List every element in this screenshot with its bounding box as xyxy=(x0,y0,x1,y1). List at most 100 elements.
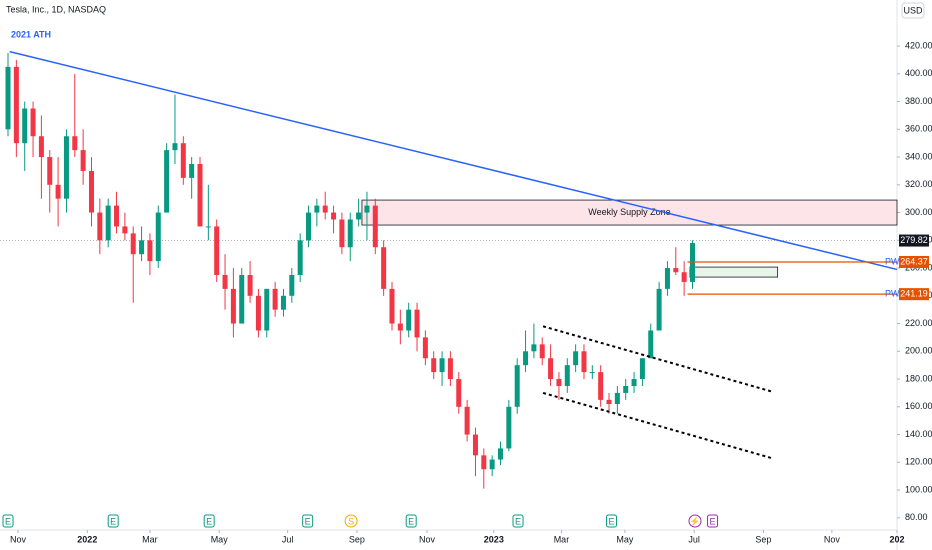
x-tick-label: Nov xyxy=(419,534,436,544)
y-tick-label: 300.00 xyxy=(905,207,932,217)
y-tick-label: 80.00 xyxy=(905,512,928,522)
candle-body xyxy=(523,351,529,366)
candle-body xyxy=(247,274,253,296)
candle-body xyxy=(264,288,270,331)
event-icon xyxy=(707,514,719,528)
candle-body xyxy=(589,372,595,374)
event-label: S xyxy=(348,516,354,526)
candle-body xyxy=(431,358,437,373)
zone xyxy=(689,266,779,278)
candle-body xyxy=(22,108,28,144)
candle-body xyxy=(631,379,637,386)
candle-body xyxy=(272,288,278,310)
event-label: E xyxy=(305,516,311,526)
candle-body xyxy=(322,205,328,213)
candle-body xyxy=(539,344,545,359)
candle-body xyxy=(472,434,478,456)
candle-body xyxy=(97,212,103,241)
currency-box[interactable] xyxy=(901,2,925,19)
candle-body xyxy=(598,372,604,400)
candle-body xyxy=(331,212,337,220)
candle-body xyxy=(464,406,470,435)
candle-body xyxy=(372,205,378,248)
candle-body xyxy=(506,406,512,449)
y-tick-label: 340.00 xyxy=(905,151,932,161)
candle-body xyxy=(573,351,579,366)
candle-body xyxy=(347,219,353,248)
x-tick-label: May xyxy=(616,534,634,544)
candle-body xyxy=(30,108,36,137)
candle-body xyxy=(422,337,428,359)
candle-body xyxy=(297,240,303,275)
x-tick-label: 202 xyxy=(889,534,904,544)
event-icon xyxy=(302,514,314,528)
x-tick-label: 2022 xyxy=(77,534,97,544)
candle-body xyxy=(414,309,420,338)
candle-body xyxy=(439,358,445,373)
x-tick-label: May xyxy=(211,534,229,544)
candle-body xyxy=(47,157,53,185)
candle-body xyxy=(447,358,453,380)
event-icon xyxy=(512,514,524,528)
y-tick-label: 160.00 xyxy=(905,401,932,411)
candle-body xyxy=(205,226,211,228)
candle-body xyxy=(155,212,161,262)
annotation: 2021 ATH xyxy=(11,29,51,39)
y-tick-label: 200.00 xyxy=(905,346,932,356)
candle-body xyxy=(381,247,387,289)
candle-body xyxy=(656,288,662,331)
level-name: PWH xyxy=(885,256,906,266)
channel-line xyxy=(542,325,773,393)
y-tick-label: 360.00 xyxy=(905,124,932,134)
y-tick-label: 420.00 xyxy=(905,40,932,50)
level-price-box xyxy=(899,255,929,268)
x-tick-label: Jul xyxy=(282,534,294,544)
candle-body xyxy=(564,365,570,386)
zone-label: Weekly Supply Zone xyxy=(588,207,670,217)
event-icon xyxy=(344,514,358,528)
candle-body xyxy=(356,212,362,220)
candle-body xyxy=(255,295,261,331)
event-label: E xyxy=(408,516,414,526)
y-tick-label: 120.00 xyxy=(905,457,932,467)
channel-line xyxy=(542,391,773,460)
candle-body xyxy=(406,309,412,331)
level-price-box xyxy=(899,288,929,301)
candle-body xyxy=(63,136,69,199)
candle-body xyxy=(80,150,86,171)
candle-body xyxy=(581,351,587,373)
event-label: E xyxy=(515,516,521,526)
candle-body xyxy=(481,455,487,470)
candle-body xyxy=(230,288,236,324)
candle-body xyxy=(147,240,153,262)
y-tick-label: 320.00 xyxy=(905,179,932,189)
event-icon xyxy=(107,514,119,528)
x-tick-label: Sep xyxy=(349,534,365,544)
candle-body xyxy=(105,205,111,241)
candle-body xyxy=(5,66,11,130)
candle-body xyxy=(681,272,687,282)
candle-body xyxy=(639,358,645,380)
candle-body xyxy=(114,205,120,227)
candle-body xyxy=(130,233,136,255)
candle-body xyxy=(172,143,178,151)
candle-body xyxy=(289,274,295,296)
candle-body xyxy=(664,268,670,289)
event-icon xyxy=(2,514,14,528)
candle-body xyxy=(314,205,320,213)
candle-body xyxy=(222,274,228,289)
candle-body xyxy=(164,150,170,213)
candle-body xyxy=(497,448,504,460)
y-tick-label: 220.00 xyxy=(905,318,932,328)
candle-body xyxy=(614,392,620,405)
trendline xyxy=(9,50,898,271)
candle-body xyxy=(88,170,94,213)
candle-body xyxy=(339,219,345,248)
x-tick-label: Mar xyxy=(554,534,570,544)
candle-body xyxy=(13,66,19,144)
candle-body xyxy=(72,136,78,151)
event-label: E xyxy=(5,516,11,526)
x-tick-label: 2023 xyxy=(484,534,504,544)
event-label: E xyxy=(206,516,212,526)
plot-area: Weekly Supply Zone xyxy=(0,50,898,489)
